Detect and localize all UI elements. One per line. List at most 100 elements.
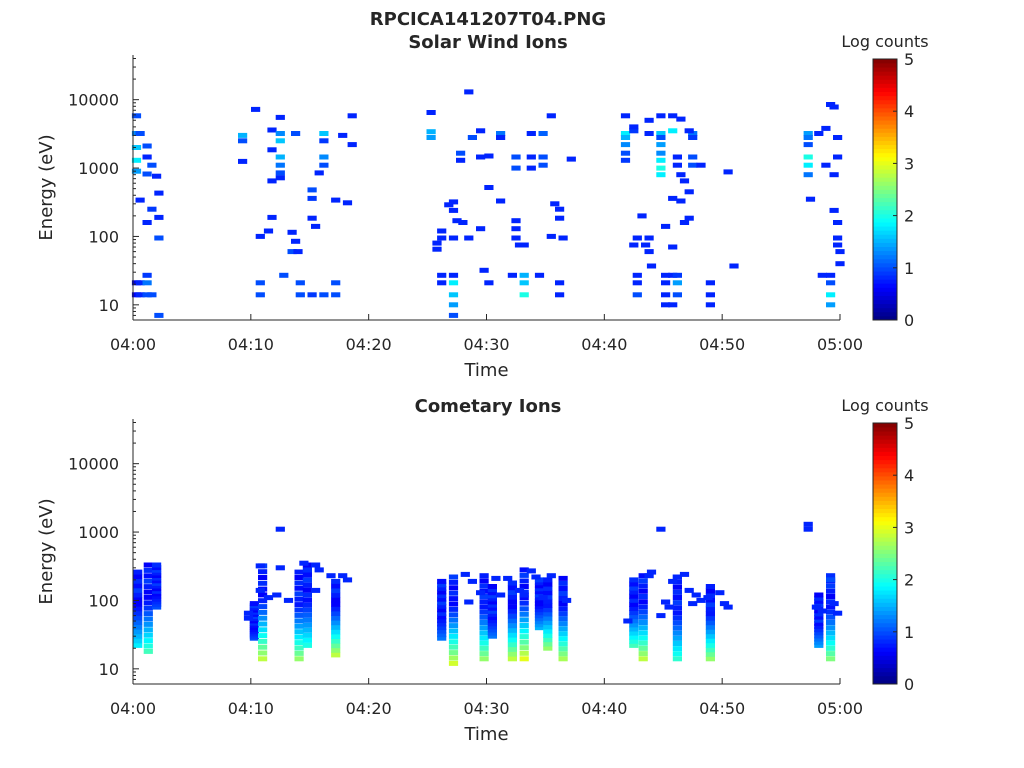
spectrogram-cell — [507, 599, 517, 605]
spectrogram-cell — [152, 173, 162, 179]
spectrogram-cell — [507, 627, 517, 633]
spectrogram-cell — [638, 656, 648, 662]
spectrogram-cell — [476, 590, 486, 596]
colorbar-tick-label: 4 — [904, 466, 914, 485]
spectrogram-cell — [342, 577, 353, 583]
spectrogram-cell — [147, 292, 157, 298]
spectrogram-cell — [656, 165, 666, 171]
colorbar-segment — [873, 165, 897, 170]
spectrogram-cell — [133, 569, 143, 575]
y-axis-label: Energy (eV) — [36, 498, 57, 604]
colorbar-segment — [873, 423, 897, 428]
colorbar-segment — [873, 279, 897, 284]
colorbar-segment — [873, 488, 897, 493]
spectrogram-cell — [314, 170, 324, 176]
spectrogram-cell — [814, 611, 824, 617]
spectrogram-cell — [448, 585, 459, 591]
spectrogram-cell — [238, 158, 248, 164]
spectrogram-cell — [672, 651, 682, 657]
spectrogram-cell — [267, 147, 277, 153]
spectrogram-cell — [258, 621, 268, 627]
spectrogram-cell — [534, 589, 545, 595]
spectrogram-cell — [821, 162, 831, 168]
spectrogram-cell — [275, 162, 285, 168]
spectrogram-cell — [487, 593, 497, 599]
spectrogram-cell — [133, 610, 143, 616]
spectrogram-cell — [629, 128, 639, 134]
colorbar-segment — [873, 496, 897, 501]
colorbar-segment — [873, 222, 897, 227]
spectrogram-cell — [479, 609, 489, 615]
x-tick-label: 04:30 — [463, 335, 509, 354]
spectrogram-cell — [629, 597, 639, 603]
spectrogram-cell — [833, 242, 843, 248]
spectrogram-cell — [705, 629, 715, 635]
spectrogram-cell — [534, 592, 545, 598]
spectrogram-cell — [534, 604, 545, 610]
colorbar-segment — [873, 128, 897, 133]
colorbar-segment — [873, 103, 897, 109]
spectrogram-cell — [487, 627, 497, 633]
spectrogram-cell — [293, 249, 303, 255]
colorbar-segment — [873, 87, 897, 93]
spectrogram-cell — [526, 568, 536, 574]
spectrogram-cell — [464, 599, 474, 605]
spectrogram-cell — [342, 200, 353, 206]
spectrogram-cell — [705, 292, 715, 298]
colorbar-tick-label: 2 — [904, 571, 914, 590]
spectrogram-cell — [543, 577, 553, 583]
spectrogram-cell — [131, 157, 142, 163]
colorbar-segment — [873, 140, 897, 146]
spectrogram-cell — [672, 625, 682, 631]
spectrogram-cell — [705, 588, 715, 594]
spectrogram-cell — [803, 521, 813, 527]
colorbar-segment — [873, 209, 897, 215]
colorbar-segment — [873, 427, 897, 432]
spectrogram-cell — [437, 600, 447, 606]
spectrogram-cell — [152, 580, 162, 586]
spectrogram-cell — [833, 610, 843, 616]
spectrogram-cell — [668, 302, 678, 308]
spectrogram-cell — [534, 625, 545, 631]
spectrogram-cell — [620, 131, 631, 136]
spectrogram-cell — [511, 235, 521, 241]
spectrogram-cell — [534, 577, 545, 583]
colorbar-segment — [873, 148, 897, 154]
spectrogram-cell — [538, 154, 548, 160]
spectrogram-cell — [543, 620, 553, 626]
spectrogram-cell — [814, 131, 824, 136]
spectrogram-cell — [826, 625, 836, 631]
spectrogram-cell — [302, 592, 312, 598]
colorbar-segment — [873, 144, 897, 150]
spectrogram-cell — [543, 628, 553, 634]
spectrogram-cell — [272, 592, 282, 598]
y-tick-label: 10 — [99, 660, 119, 679]
colorbar-segment — [873, 626, 897, 632]
spectrogram-cell — [294, 575, 304, 580]
colorbar-segment — [873, 177, 897, 182]
spectrogram-cell — [638, 614, 648, 620]
spectrogram-cell — [656, 613, 666, 619]
spectrogram-cell — [672, 272, 682, 278]
spectrogram-cell — [479, 620, 489, 625]
x-axis-label: Time — [463, 724, 508, 745]
spectrogram-cell — [294, 645, 304, 651]
spectrogram-cell — [319, 154, 329, 160]
spectrogram-cell — [507, 594, 517, 600]
x-tick-label: 04:20 — [346, 699, 392, 718]
spectrogram-cell — [656, 131, 666, 136]
colorbar-segment — [873, 136, 897, 141]
spectrogram-cell — [826, 292, 836, 298]
spectrogram-cell — [534, 622, 545, 628]
colorbar-segment — [873, 484, 897, 489]
colorbar-segment — [873, 443, 897, 448]
spectrogram-cell — [629, 606, 639, 611]
spectrogram-cell — [661, 280, 671, 286]
spectrogram-cell — [479, 656, 489, 662]
spectrogram-cell — [638, 599, 648, 605]
spectrogram-cell — [142, 154, 152, 160]
spectrogram-cell — [152, 567, 162, 573]
y-tick-label: 100 — [88, 591, 119, 610]
colorbar-segment — [873, 598, 897, 603]
spectrogram-cell — [672, 620, 682, 626]
